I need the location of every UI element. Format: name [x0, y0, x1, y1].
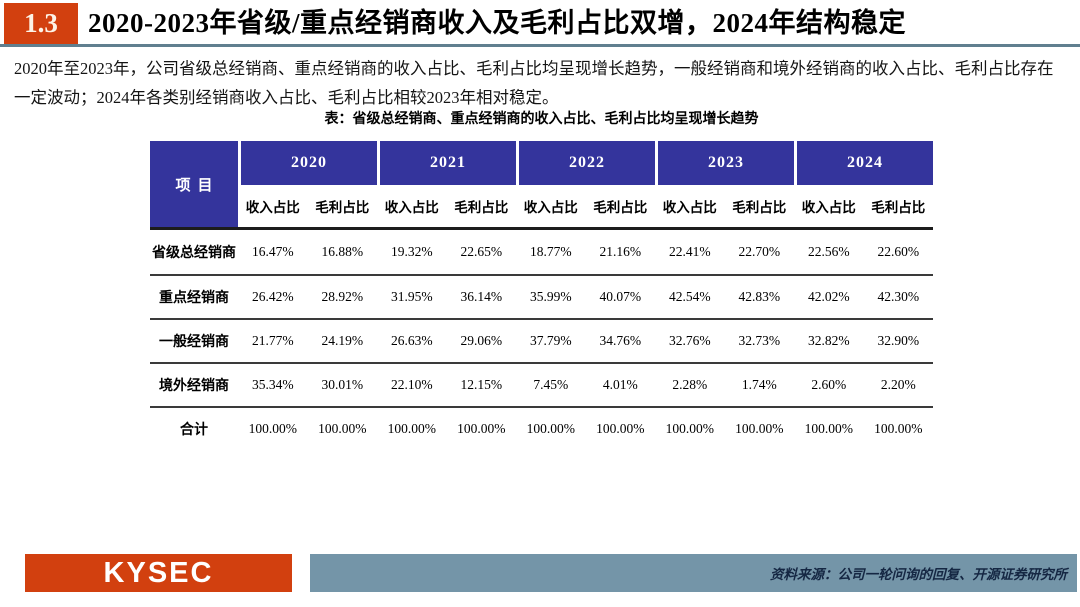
table-item-header: 项目	[150, 141, 238, 230]
table-cell-value: 26.42%	[238, 274, 308, 318]
table-cell-value: 26.63%	[377, 318, 447, 362]
table-cell-value: 22.65%	[460, 244, 503, 259]
table-subheader-cell: 毛利占比	[446, 185, 516, 230]
table-cell-value: 28.92%	[307, 274, 377, 318]
table-cell-value: 100.00%	[446, 406, 516, 450]
table-caption: 表：省级总经销商、重点经销商的收入占比、毛利占比均呈现增长趋势	[324, 112, 759, 127]
table-subheader-cell: 毛利占比	[863, 185, 933, 230]
table-cell-value: 32.82%	[794, 318, 864, 362]
table-cell-value: 22.56%	[807, 244, 850, 259]
table-cell-value: 2.28%	[655, 362, 725, 406]
table-cell-value: 100.00%	[307, 406, 377, 450]
table-cell-value: 2.60%	[794, 362, 864, 406]
table-cell-value: 4.01%	[585, 362, 655, 406]
table-subheader-cell: 收入占比	[238, 185, 308, 230]
table-subheader-cell: 收入占比	[377, 185, 447, 230]
table-cell-value: 100.00%	[377, 406, 447, 450]
table-cell-value: 100.00%	[724, 406, 794, 450]
table-cell-value: 21.16%	[599, 244, 642, 259]
table-cell-value: 34.76%	[585, 318, 655, 362]
table-cell-value: 22.70%	[738, 244, 781, 259]
dealer-share-table: 项目 2020 2021 2022 2023 2024 收入占比 毛利占比 收入占比 毛利占比 收入…	[150, 141, 933, 450]
table-cell-value: 100.00%	[863, 406, 933, 450]
table-year-header: 2024	[794, 141, 933, 185]
table-year-header: 2022	[516, 141, 655, 185]
table-row-label: 省级总经销商	[152, 244, 236, 260]
table-subheader-cell: 毛利占比	[307, 185, 377, 230]
table-cell-value: 42.02%	[794, 274, 864, 318]
table-cell-value: 31.95%	[377, 274, 447, 318]
table-year-header: 2021	[377, 141, 516, 185]
table-cell-value: 35.34%	[238, 362, 308, 406]
table-year-header: 2023	[655, 141, 794, 185]
table-cell-value: 1.74%	[724, 362, 794, 406]
table-subheader-cell: 收入占比	[655, 185, 725, 230]
table-cell-value: 22.10%	[377, 362, 447, 406]
table-cell-value: 16.47%	[251, 244, 294, 259]
table-row-label: 合计	[150, 406, 238, 450]
table-cell-value: 100.00%	[238, 406, 308, 450]
table-cell-value: 7.45%	[516, 362, 586, 406]
table-cell-value: 42.54%	[655, 274, 725, 318]
table-cell-value: 100.00%	[516, 406, 586, 450]
table-cell-value: 21.77%	[238, 318, 308, 362]
table-cell-value: 32.90%	[863, 318, 933, 362]
table-subheader-cell: 收入占比	[516, 185, 586, 230]
table-subheader-cell: 毛利占比	[724, 185, 794, 230]
table-cell-value: 18.77%	[529, 244, 572, 259]
table-cell-value: 22.60%	[877, 244, 920, 259]
table-cell-value: 16.88%	[321, 244, 364, 259]
page-title: 2020-2023年省级/重点经销商收入及毛利占比双增，2024年结构稳定	[88, 8, 906, 38]
title-underline-rule	[0, 44, 1080, 47]
table-cell-value: 32.73%	[724, 318, 794, 362]
kysec-logo: KYSEC	[25, 554, 292, 592]
table-cell-value: 24.19%	[307, 318, 377, 362]
table-year-header: 2020	[238, 141, 377, 185]
table-row-label: 一般经销商	[150, 318, 238, 362]
section-number-badge: 1.3	[4, 3, 78, 44]
table-cell-value: 2.20%	[863, 362, 933, 406]
table-cell-value: 42.83%	[724, 274, 794, 318]
table-cell-value: 36.14%	[446, 274, 516, 318]
table-cell-value: 42.30%	[863, 274, 933, 318]
summary-paragraph: 2020年至2023年，公司省级总经销商、重点经销商的收入占比、毛利占比均呈现增…	[14, 59, 1054, 107]
table-subheader-cell: 收入占比	[794, 185, 864, 230]
source-text: 资料来源：公司一轮问询的回复、开源证券研究所	[770, 567, 1067, 582]
table-cell-value: 100.00%	[655, 406, 725, 450]
table-cell-value: 37.79%	[516, 318, 586, 362]
table-cell-value: 19.32%	[390, 244, 433, 259]
source-bar: 资料来源：公司一轮问询的回复、开源证券研究所	[310, 554, 1077, 592]
table-cell-value: 100.00%	[794, 406, 864, 450]
table-cell-value: 40.07%	[585, 274, 655, 318]
table-cell-value: 100.00%	[585, 406, 655, 450]
table-cell-value: 12.15%	[446, 362, 516, 406]
table-row-label: 重点经销商	[150, 274, 238, 318]
table-cell-value: 32.76%	[655, 318, 725, 362]
table-cell-value: 35.99%	[516, 274, 586, 318]
table-subheader-cell: 毛利占比	[585, 185, 655, 230]
table-cell-value: 29.06%	[446, 318, 516, 362]
table-cell-value: 30.01%	[307, 362, 377, 406]
table-row-label: 境外经销商	[150, 362, 238, 406]
table-cell-value: 22.41%	[668, 244, 711, 259]
